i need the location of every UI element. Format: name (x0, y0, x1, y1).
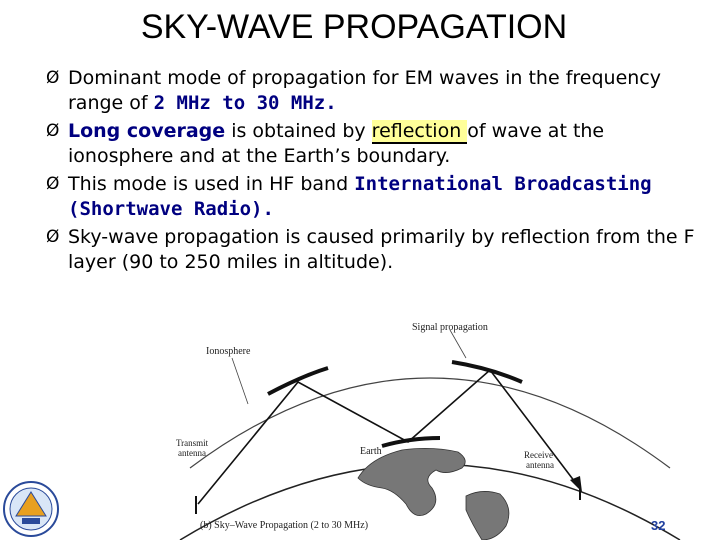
institution-logo (2, 480, 60, 538)
bullet-text: of wave at the ionosphere and at the Ear… (68, 120, 605, 167)
arrow-bullet-icon: Ø (46, 227, 60, 247)
receive-antenna-label-2: antenna (526, 460, 554, 470)
reflection-segment-right (451, 360, 523, 384)
transmit-antenna-label-2: antenna (178, 448, 206, 458)
reflection-segment-left (267, 366, 329, 396)
slide-title: SKY-WAVE PROPAGATION (140, 8, 568, 46)
bullet-long-coverage: Ø Long coverage is obtained by reflectio… (46, 119, 714, 169)
bullet-frequency-range: Ø Dominant mode of propagation for EM wa… (46, 66, 714, 116)
ionosphere-arc (189, 377, 671, 469)
reflection-highlight: reflection (371, 120, 468, 144)
page-number: 32 (651, 518, 666, 533)
signal-pointer (449, 329, 467, 359)
bullet-f-layer: Ø Sky-wave propagation is caused primari… (46, 225, 714, 275)
signal-propagation-label: Signal propagation (412, 322, 488, 333)
frequency-range-highlight: 2 MHz to 30 MHz. (153, 92, 337, 114)
figure-caption: (b) Sky–Wave Propagation (2 to 30 MHz) (200, 520, 368, 531)
logo-emblem-icon (3, 481, 59, 537)
ionosphere-pointer (231, 357, 249, 405)
bullet-text: Sky-wave propagation is caused primarily… (68, 226, 695, 273)
receive-antenna-label: Receive (524, 450, 553, 460)
sky-wave-figure: Signal propagation Ionosphere Transmit a… (176, 322, 681, 540)
broadcasting-highlight: International Broadcasting (Shortwave Ra… (68, 173, 652, 220)
bullet-list: Ø Dominant mode of propagation for EM wa… (46, 66, 714, 278)
sky-wave-diagram: Signal propagation Ionosphere Transmit a… (170, 318, 700, 540)
arrow-bullet-icon: Ø (46, 68, 60, 88)
arrow-bullet-icon: Ø (46, 121, 60, 141)
land-mass-south (465, 491, 510, 540)
signal-path (197, 368, 579, 505)
bullet-text: is obtained by (225, 120, 372, 142)
earth-label: Earth (360, 446, 382, 457)
bullet-text: Dominant mode of propagation for EM wave… (68, 67, 661, 114)
ionosphere-label: Ionosphere (206, 346, 251, 357)
long-coverage-highlight: Long coverage (68, 120, 226, 142)
transmit-antenna-label: Transmit (176, 438, 209, 448)
bullet-text: This mode is used in HF band (68, 173, 355, 195)
bullet-hf-band: Ø This mode is used in HF band Internati… (46, 172, 714, 222)
land-mass (357, 448, 466, 517)
arrow-bullet-icon: Ø (46, 174, 60, 194)
